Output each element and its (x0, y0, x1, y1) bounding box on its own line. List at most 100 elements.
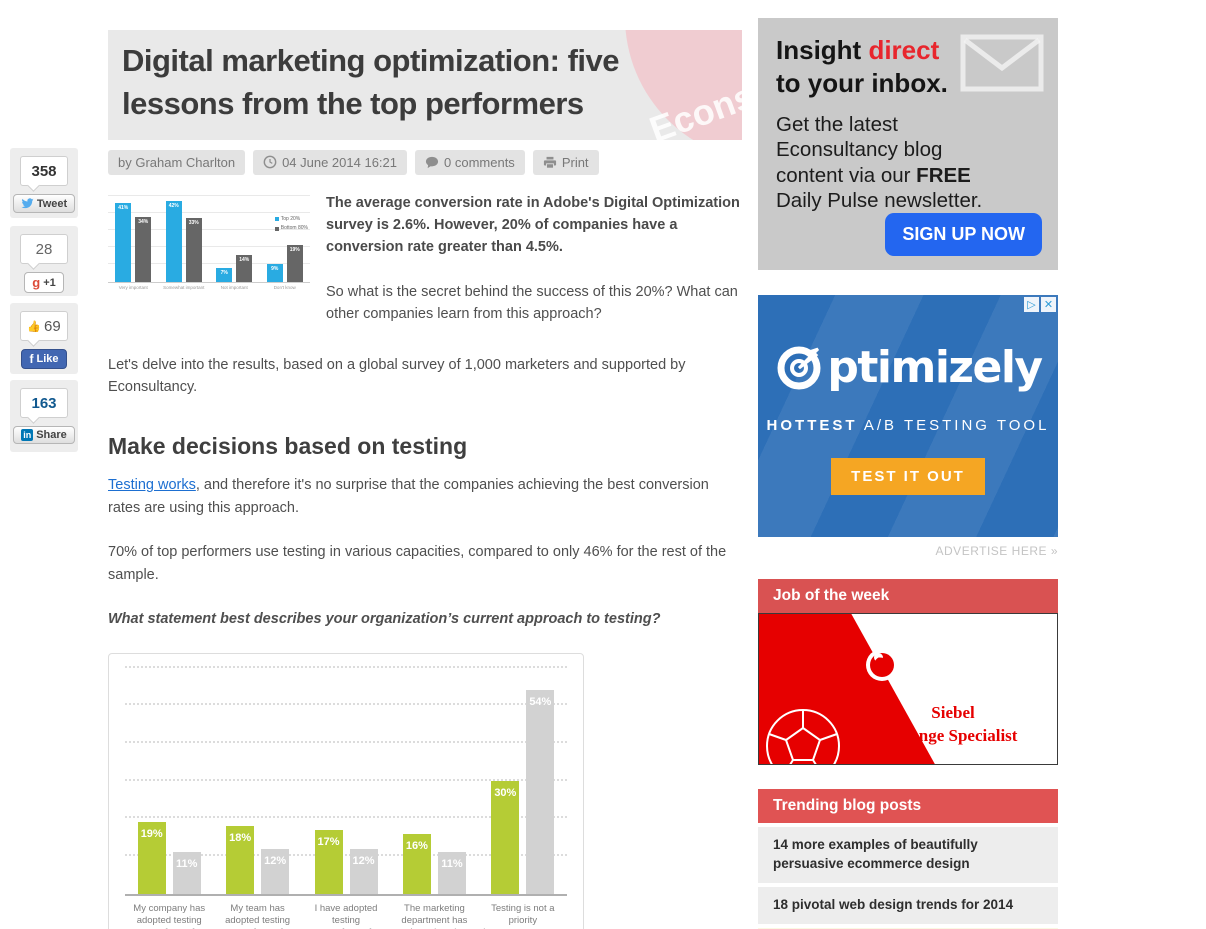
linkedin-share-button[interactable]: in Share (13, 426, 75, 444)
legend-label: Bottom 80% (280, 225, 308, 232)
linkedin-count: 163 (20, 388, 68, 418)
category-label: I have adopted testing as a form of deci… (314, 902, 378, 929)
date-chip: 04 June 2014 16:21 (253, 149, 407, 175)
thumbs-up-icon: 👍 (27, 320, 41, 333)
bar-value-label: 34% (138, 218, 149, 225)
bar-value-label: 12% (352, 854, 375, 867)
adobe-survey-chart: 41% 34% 42% 33% 7% 14% 9% 19% Very important Som… (108, 194, 310, 302)
bar-value-label: 33% (188, 220, 199, 227)
bar-group: 42% 33% (159, 196, 210, 282)
bar-value-label: 14% (239, 256, 250, 263)
optimizely-logo: ptimizely (758, 341, 1058, 393)
comments-link[interactable]: 0 comments (415, 149, 525, 175)
bar-bottom-80-: 54% (526, 690, 555, 894)
testing-works-link[interactable]: Testing works (108, 477, 196, 494)
legend-swatch (274, 217, 279, 222)
bar-value-label: 54% (529, 696, 552, 709)
bars: 19% 11% 18% 12% 17% 12% 16% 11% 30% 54% (125, 668, 567, 894)
football-icon (766, 709, 840, 764)
test-it-out-button[interactable]: TEST IT OUT (831, 458, 985, 495)
sign-up-button[interactable]: SIGN UP NOW (885, 213, 1042, 256)
adchoices-controls: ▷ ✕ (1024, 297, 1056, 312)
bar-group: 19% 11% (125, 668, 213, 894)
job-of-week-banner[interactable]: Siebel Change Specialist (758, 613, 1058, 765)
gridline (108, 211, 310, 213)
section-heading: Make decisions based on testing (108, 432, 468, 459)
chart-legend: Top 20% Bottom 80% (274, 216, 308, 234)
bar-value-label: 7% (220, 270, 228, 277)
bar-bottom-80-: 33% (185, 218, 202, 282)
bar-value-label: 41% (118, 205, 129, 212)
adchoices-icon[interactable]: ▷ (1024, 297, 1039, 312)
trending-post-link[interactable]: What is marketing automation and why do … (758, 927, 1058, 929)
optimizely-ad[interactable]: ▷ ✕ ptimizely HOTTEST A/B TESTING TOOL T… (758, 295, 1058, 537)
bar-bottom-80-: 11% (172, 852, 201, 894)
envelope-icon (960, 34, 1044, 92)
like-count: 👍 69 (20, 311, 68, 341)
vodafone-logo-icon (866, 649, 898, 681)
author-link[interactable]: by Graham Charlton (108, 149, 246, 175)
newsletter-signup-box: Insight direct to your inbox. Get the lat… (758, 18, 1058, 270)
tweet-button[interactable]: Tweet (12, 194, 76, 213)
legend-swatch (274, 227, 279, 232)
category-label: Not important (220, 284, 248, 290)
category-label: My company has adopted testing as a form… (133, 902, 206, 929)
intro-paragraph: The average conversion rate in Adobe's D… (326, 194, 740, 256)
trending-posts-header: Trending blog posts (758, 789, 1058, 823)
bar-bottom-80-: 19% (286, 245, 303, 282)
bar-value-label: 11% (175, 858, 198, 871)
facebook-f-icon: f (29, 352, 34, 366)
bar-value-label: 19% (289, 247, 300, 254)
chart-plot: 19% 11% 18% 12% 17% 12% 16% 11% 30% 54% (125, 665, 567, 896)
bar-value-label: 19% (140, 828, 163, 841)
job-title: Siebel Change Specialist (888, 703, 1018, 745)
bar-bottom-80-: 12% (261, 848, 290, 894)
optimizely-o-icon (777, 346, 821, 390)
bar-group: 16% 11% (390, 668, 478, 894)
bar-group: 41% 34% (108, 196, 159, 282)
legend-item: Top 20% (274, 216, 308, 224)
trending-post-link[interactable]: 18 pivotal web design trends for 2014 (758, 886, 1058, 924)
category-label: My team has adopted testing as a form of… (225, 902, 291, 929)
ad-close-icon[interactable]: ✕ (1041, 297, 1056, 312)
bar-bottom-80-: 11% (437, 852, 466, 894)
category-label: Don't know (273, 284, 296, 290)
bar-group: 30% 54% (479, 668, 567, 894)
article: Econs Digital marketing optimization: fi… (108, 30, 742, 929)
printer-icon (543, 156, 556, 169)
print-button[interactable]: Print (532, 149, 599, 175)
category-label: Somewhat important (163, 284, 205, 290)
chart-categories: My company has adopted testing as a form… (125, 903, 567, 929)
gplus-button[interactable]: g +1 (24, 272, 64, 293)
bar-value-label: 18% (229, 832, 252, 844)
bar-top-20-: 16% (402, 833, 431, 894)
paragraph: Testing works, and therefore it's no sur… (108, 477, 709, 516)
sidebar: Insight direct to your inbox. Get the lat… (758, 18, 1058, 929)
bar-group: 17% 12% (302, 668, 390, 894)
comment-bubble-icon (425, 156, 439, 168)
linkedin-share-widget: 163 in Share (10, 380, 78, 452)
bar-value-label: 16% (405, 839, 428, 852)
category-label: The marketing department has adopted tes… (401, 902, 468, 929)
bar-top-20-: 42% (165, 201, 182, 282)
bar-bottom-80-: 34% (135, 216, 152, 282)
facebook-like-widget: 👍 69 f Like (10, 303, 78, 374)
bar-value-label: 9% (271, 266, 279, 273)
category-label: Testing is not a priority in my company … (483, 902, 562, 929)
bar-group: 7% 14% (209, 196, 260, 282)
bar-top-20-: 18% (226, 826, 255, 894)
advertise-here-link[interactable]: ADVERTISE HERE » (935, 544, 1058, 558)
facebook-like-button[interactable]: f Like (21, 349, 67, 369)
trending-post-link[interactable]: 14 more examples of beautifully persuasi… (758, 827, 1058, 883)
bar-bottom-80-: 14% (236, 254, 253, 282)
bar-top-20-: 30% (491, 780, 520, 894)
gridline (125, 703, 567, 706)
paragraph: So what is the secret behind the success… (326, 283, 738, 323)
gridline (125, 854, 567, 857)
linkedin-in-icon: in (21, 429, 34, 441)
bar-top-20-: 41% (115, 203, 132, 282)
bar-top-20-: 19% (137, 822, 166, 894)
chart-categories: Very important Somewhat important Not impo… (108, 285, 310, 292)
title-block: Econs Digital marketing optimization: fi… (108, 30, 742, 140)
